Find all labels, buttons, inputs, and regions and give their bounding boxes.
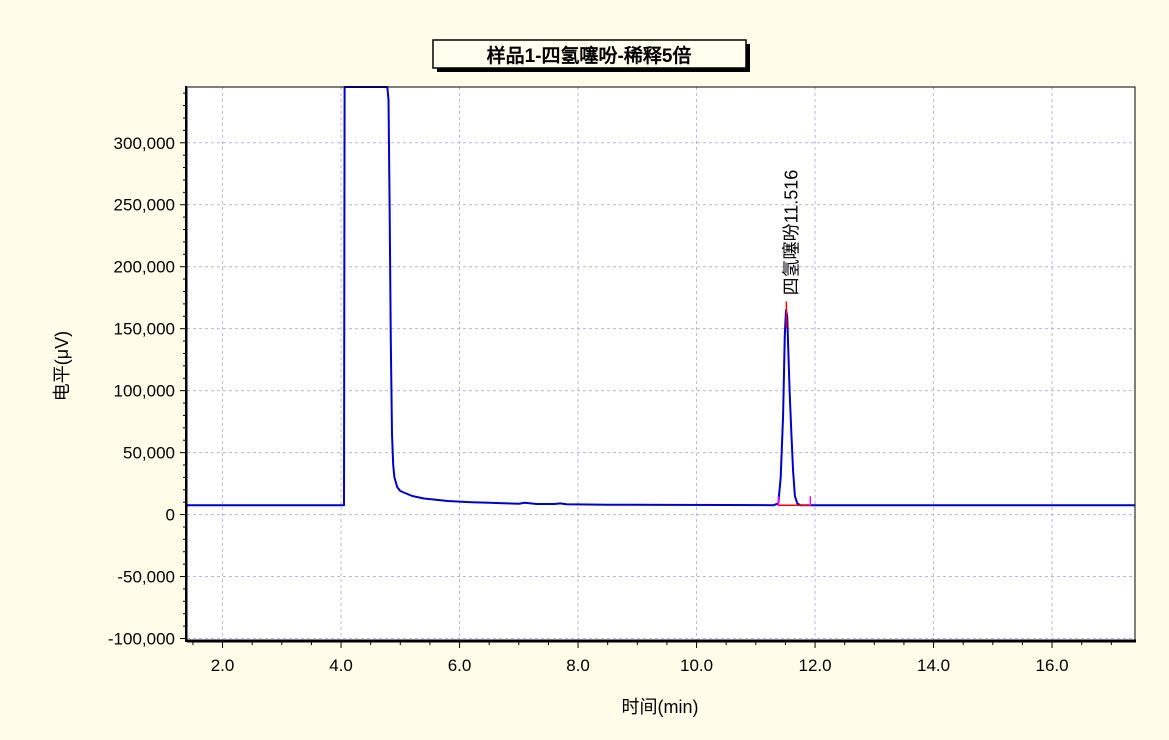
y-tick-label: -50,000 (117, 568, 175, 587)
y-tick-label: 50,000 (123, 444, 175, 463)
y-tick-label: 100,000 (114, 382, 175, 401)
y-tick-label: 150,000 (114, 320, 175, 339)
y-tick-label: 0 (166, 506, 175, 525)
y-tick-label: -100,000 (108, 630, 175, 649)
axes: 2.0 4.0 6.0 8.0 10.0 12.0 14.0 16.0 -100,000 -50,… (108, 92, 1112, 675)
y-tick-label: 250,000 (114, 196, 175, 215)
peak-label: 四氢噻吩11.516 (781, 170, 801, 296)
x-tick-label: 6.0 (448, 656, 472, 675)
x-tick-label: 8.0 (566, 656, 590, 675)
chart-title: 样品1-四氢噻吩-稀释5倍 (487, 44, 692, 67)
series-layer (187, 86, 1135, 507)
y-axis-label: 电平(μV) (52, 331, 72, 401)
x-tick-label: 14.0 (917, 656, 950, 675)
signal-trace (187, 86, 1135, 507)
x-tick-label: 16.0 (1036, 656, 1069, 675)
y-tick-label: 300,000 (114, 134, 175, 153)
x-tick-label: 10.0 (680, 656, 713, 675)
x-axis-label: 时间(min) (622, 697, 699, 717)
y-tick-label: 200,000 (114, 258, 175, 277)
title-box (432, 39, 747, 69)
x-tick-label: 4.0 (329, 656, 353, 675)
plot-area (187, 87, 1135, 641)
x-tick-label: 2.0 (211, 656, 235, 675)
peak-annotation: 四氢噻吩11.516 (777, 170, 812, 507)
x-tick-label: 12.0 (799, 656, 832, 675)
